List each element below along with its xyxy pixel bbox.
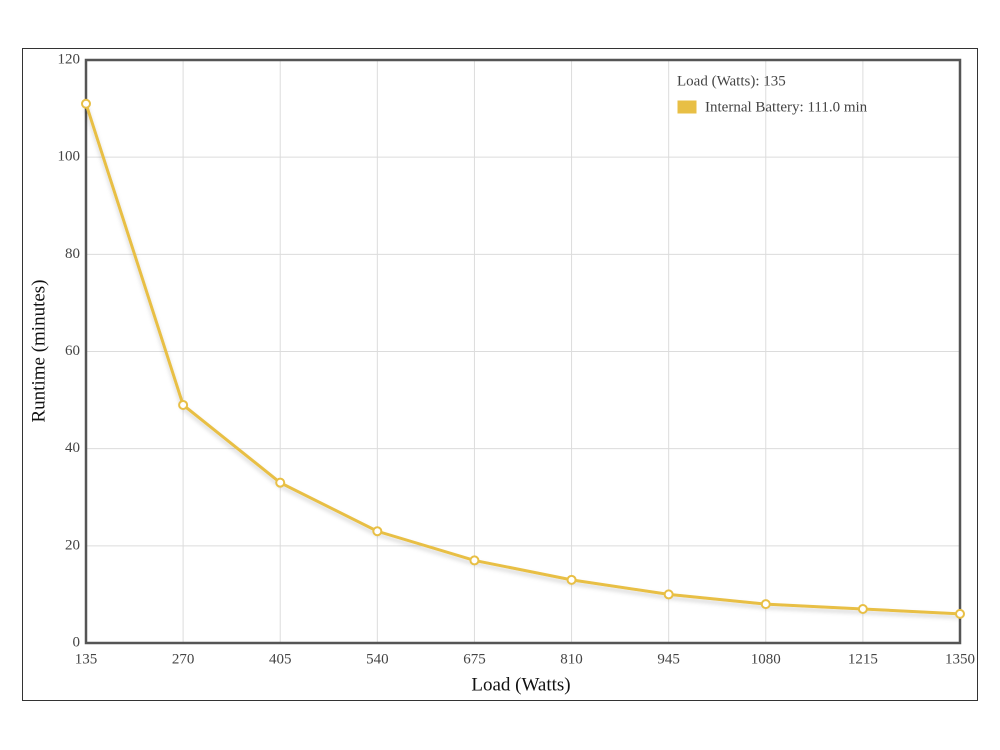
plot-border [84, 58, 962, 645]
data-point [760, 599, 771, 610]
x-tick-label: 1350 [945, 651, 975, 667]
x-tick-label: 540 [366, 651, 389, 667]
x-tick-label: 675 [463, 651, 486, 667]
x-tick-label: 1215 [848, 651, 878, 667]
x-axis-label: Load (Watts) [471, 674, 570, 695]
x-tick-label: 270 [172, 651, 195, 667]
tooltip-swatch [676, 99, 698, 115]
data-point [372, 526, 383, 537]
x-tick-label: 810 [560, 651, 583, 667]
tooltip-label: Internal Battery: 111.0 min [705, 99, 868, 115]
x-tick-label: 135 [75, 651, 98, 667]
data-point [955, 608, 965, 619]
y-tick-label: 20 [65, 537, 80, 553]
data-point [275, 477, 286, 488]
y-tick-label: 40 [65, 440, 80, 456]
y-axis-label: Runtime (minutes) [28, 279, 49, 422]
series-line [84, 103, 961, 616]
data-point [469, 555, 480, 566]
x-tick-label: 405 [269, 651, 292, 667]
frame [22, 48, 978, 701]
data-point [178, 399, 189, 410]
x-tick-label: 945 [657, 651, 680, 667]
data-point [663, 589, 674, 600]
y-tick-label: 100 [58, 149, 81, 165]
y-tick-label: 0 [73, 634, 81, 650]
data-point [566, 574, 577, 585]
y-tick-label: 120 [58, 51, 81, 67]
x-tick-label: 1080 [751, 651, 781, 667]
data-point [81, 98, 91, 109]
y-tick-label: 60 [65, 343, 80, 359]
tooltip: Load (Watts): 135 Internal Battery: 111.… [676, 73, 868, 115]
tooltip-title: Load (Watts): 135 [677, 73, 786, 89]
y-tick-label: 80 [65, 246, 80, 262]
data-point [857, 603, 868, 614]
